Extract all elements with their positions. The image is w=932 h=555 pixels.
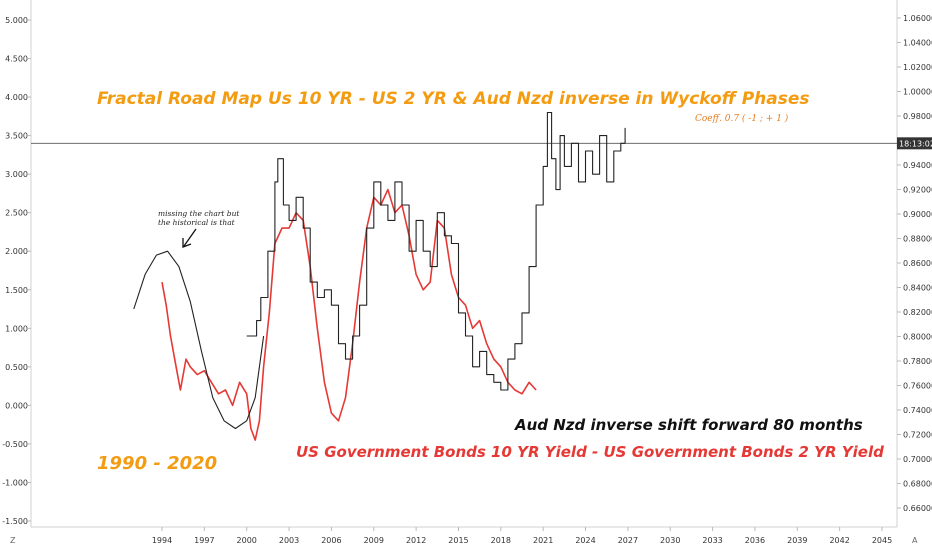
left-tick-label: -1.500	[2, 517, 28, 526]
x-tick-label: 2033	[702, 536, 722, 545]
left-tick-label: 0.000	[5, 401, 28, 410]
x-axis-ticks: 1994 1997 2000 2003 2006 2009 2012 2015 2018 2021…	[152, 527, 892, 545]
series-line-2	[133, 250, 265, 430]
x-tick-label: 2042	[829, 536, 849, 545]
series-line-0	[161, 188, 537, 441]
chart-title: Fractal Road Map Us 10 YR - US 2 YR & Au…	[97, 89, 810, 109]
x-tick-label: 1994	[152, 536, 172, 545]
x-tick-label: 2003	[279, 536, 299, 545]
note-line-1: missing the chart but	[158, 209, 240, 218]
note-arrow	[182, 228, 197, 248]
note-line-2: the historical is that	[158, 218, 236, 227]
right-tick-label: 1.02000	[903, 63, 932, 72]
left-tick-label: 1.000	[5, 324, 28, 333]
x-tick-label: 2000	[237, 536, 257, 545]
series-line-1	[246, 111, 626, 391]
left-tick-label: 3.500	[5, 132, 28, 141]
x-tick-label: 2021	[533, 536, 553, 545]
x-tick-label: 2018	[491, 536, 511, 545]
left-tick-label: 4.500	[5, 55, 28, 64]
left-tick-label: 0.500	[5, 363, 28, 372]
x-tick-label: 1997	[194, 536, 214, 545]
corner-left-label: Z	[10, 536, 16, 545]
right-tick-label: 1.04000	[903, 39, 932, 48]
x-tick-label: 2015	[448, 536, 468, 545]
left-tick-label: 2.000	[5, 247, 28, 256]
corner-right-label: A	[912, 536, 918, 545]
x-tick-label: 2027	[618, 536, 638, 545]
date-range-label: 1990 - 2020	[97, 453, 217, 474]
left-tick-label: 4.000	[5, 93, 28, 102]
left-axis-ticks: 5.000 4.500 4.000 3.500 3.000 2.500 2.000 1.500…	[2, 16, 31, 526]
price-tag: 18:13:02	[897, 137, 932, 150]
series-layer	[133, 111, 626, 441]
left-tick-label: 3.000	[5, 170, 28, 179]
right-tick-label: 0.66000	[903, 504, 932, 513]
x-tick-label: 2045	[872, 536, 892, 545]
x-tick-label: 2024	[575, 536, 595, 545]
left-tick-label: 1.500	[5, 286, 28, 295]
x-tick-label: 2006	[321, 536, 341, 545]
x-tick-label: 2039	[787, 536, 807, 545]
left-tick-label: -1.000	[2, 478, 28, 487]
x-tick-label: 2009	[364, 536, 384, 545]
left-tick-label: 2.500	[5, 209, 28, 218]
right-axis-ticks: 1.060001.040001.020001.000000.980000.960…	[897, 14, 932, 513]
x-tick-label: 2036	[745, 536, 765, 545]
right-tick-label: 1.06000	[903, 14, 932, 23]
us-bonds-label: US Government Bonds 10 YR Yield - US Gov…	[296, 443, 884, 461]
chart-subtitle: Coeff. 0.7 ( -1 ; + 1 )	[695, 113, 789, 124]
price-tag-text: 18:13:02	[899, 139, 932, 148]
aud-nzd-label: Aud Nzd inverse shift forward 80 months	[514, 416, 863, 434]
x-tick-label: 2012	[406, 536, 426, 545]
left-tick-label: 5.000	[5, 16, 28, 25]
x-tick-label: 2030	[660, 536, 680, 545]
left-tick-label: -0.500	[2, 440, 28, 449]
